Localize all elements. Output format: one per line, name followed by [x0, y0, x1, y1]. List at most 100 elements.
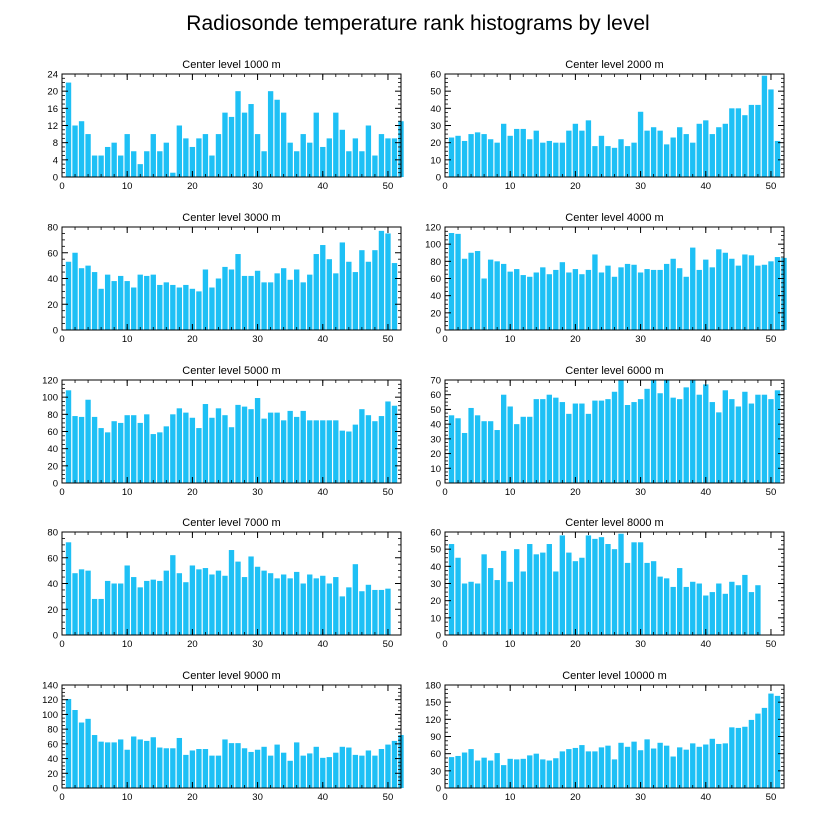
histogram-bar — [624, 562, 631, 635]
y-tick-label: 60 — [430, 749, 441, 760]
x-tick-label: 0 — [442, 487, 447, 498]
histogram-bar — [487, 568, 494, 635]
histogram-bar — [448, 544, 455, 635]
histogram-bar — [385, 138, 391, 178]
histogram-bar — [65, 542, 72, 635]
histogram-panel: Center level 10000 m 0 10 20 30 40 50 0 30 60 90 12… — [425, 670, 785, 803]
histogram-bar — [163, 282, 169, 330]
histogram-bar — [559, 535, 566, 635]
histogram-bar — [468, 134, 474, 177]
histogram-bar — [170, 748, 176, 788]
histogram-bar — [742, 726, 748, 788]
histogram-bar — [683, 749, 689, 788]
histogram-bar — [774, 257, 781, 330]
y-tick-label: 50 — [430, 87, 441, 98]
histogram-bar — [280, 574, 287, 635]
histogram-bar — [507, 406, 513, 483]
y-tick-label: 20 — [47, 769, 58, 780]
x-tick-label: 0 — [442, 639, 447, 650]
histogram-bar — [637, 750, 644, 788]
histogram-bar — [474, 760, 481, 788]
histogram-bar — [98, 598, 104, 635]
y-tick-label: 12 — [47, 121, 58, 132]
histogram-bar — [611, 549, 618, 635]
y-tick-label: 0 — [436, 326, 441, 337]
histogram-bar — [605, 745, 611, 788]
y-tick-label: 60 — [430, 274, 441, 285]
histogram-bar — [624, 405, 631, 483]
x-tick-label: 50 — [766, 181, 777, 192]
histogram-bar — [592, 538, 598, 635]
y-tick-label: 10 — [430, 464, 441, 475]
histogram-bar — [729, 727, 735, 788]
histogram-bar — [755, 394, 761, 483]
histogram-panel: Center level 9000 m 0 10 20 30 40 50 0 20 40 60 80 1… — [42, 670, 404, 803]
histogram-bar — [644, 562, 650, 635]
histogram-bar — [585, 535, 592, 635]
y-tick-label: 40 — [47, 754, 58, 765]
histogram-bar — [722, 252, 728, 330]
panels-container: Center level 1000 m 0 10 20 30 40 50 0 4 8 12 16 20 2… — [42, 59, 787, 803]
histogram-bar — [157, 747, 163, 788]
histogram-bar — [494, 580, 500, 635]
histogram-bar — [339, 596, 345, 636]
histogram-bar — [540, 759, 546, 788]
histogram-bar — [333, 273, 339, 330]
histogram-bar — [183, 582, 189, 635]
histogram-bar — [163, 570, 169, 636]
histogram-bar — [85, 134, 91, 177]
histogram-bar — [65, 82, 72, 177]
histogram-bar — [716, 583, 722, 635]
histogram-bar — [307, 753, 313, 788]
x-tick-label: 0 — [59, 181, 64, 192]
y-tick-label: 100 — [42, 393, 58, 404]
histogram-bar — [248, 556, 254, 635]
histogram-bar — [514, 269, 520, 330]
histogram-bar — [78, 121, 85, 177]
histogram-bar — [150, 737, 156, 788]
histogram-bar — [663, 144, 670, 177]
histogram-bar — [189, 146, 196, 177]
histogram-bar — [690, 743, 696, 788]
y-tick-label: 40 — [47, 579, 58, 590]
histogram-bar — [254, 134, 261, 177]
histogram-bar — [572, 561, 579, 635]
histogram-bar — [307, 574, 313, 635]
histogram-bar — [241, 112, 248, 178]
x-tick-label: 0 — [59, 639, 64, 650]
histogram-bar — [157, 151, 163, 177]
histogram-bar — [696, 123, 702, 177]
histogram-bar — [72, 125, 78, 177]
histogram-bar — [294, 151, 300, 177]
y-tick-label: 50 — [430, 405, 441, 416]
histogram-bar — [768, 693, 774, 788]
y-tick-label: 40 — [430, 420, 441, 431]
histogram-bar — [514, 128, 520, 177]
histogram-bar — [448, 233, 455, 330]
x-tick-label: 20 — [570, 639, 581, 650]
histogram-bar — [118, 739, 124, 788]
histogram-bar — [333, 112, 339, 178]
histogram-bar — [729, 258, 735, 330]
histogram-bar — [507, 135, 513, 177]
histogram-bar — [709, 402, 715, 483]
histogram-bar — [176, 573, 183, 635]
histogram-bar — [104, 742, 111, 788]
histogram-bar — [137, 164, 143, 178]
histogram-bar — [637, 111, 644, 177]
histogram-bar — [709, 738, 715, 788]
histogram-bar — [78, 268, 85, 330]
histogram-bar — [72, 252, 78, 330]
histogram-bar — [761, 394, 768, 483]
histogram-bar — [507, 581, 513, 635]
histogram-bar — [553, 571, 559, 635]
histogram-bar — [150, 134, 156, 177]
histogram-bar — [474, 415, 481, 483]
histogram-bar — [592, 751, 598, 788]
histogram-bar — [365, 584, 372, 635]
histogram-bar — [611, 391, 618, 483]
histogram-bar — [378, 230, 385, 330]
histogram-bar — [235, 404, 241, 483]
histogram-bar — [215, 278, 222, 330]
histogram-bar — [722, 743, 728, 788]
